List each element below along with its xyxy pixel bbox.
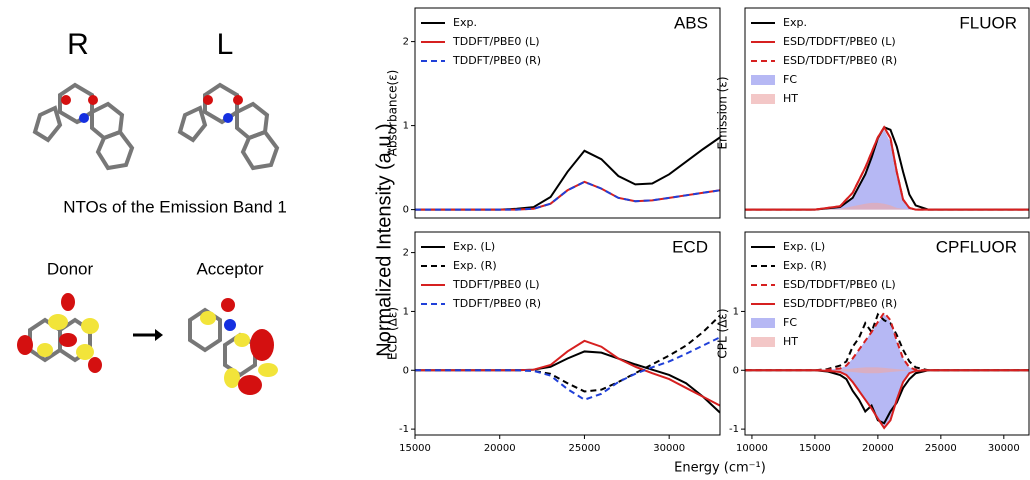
y-tick-label: 1 [403,121,409,132]
legend-swatch [751,337,775,347]
y-tick-label: 2 [403,37,409,48]
series-line [415,336,720,401]
x-tick-label: 30000 [653,443,685,454]
legend-label: Exp. [453,16,477,29]
legend-label: Exp. [783,16,807,29]
x-tick-label: 10000 [736,443,768,454]
legend-label: FC [783,73,797,86]
arrow-head [155,329,163,341]
series-line [415,339,720,407]
molecule-label: R [67,28,89,61]
legend-label: ESD/TDDFT/PBE0 (R) [783,54,897,67]
series-line [745,125,1029,211]
plot-area [415,314,720,414]
series-line [745,369,1029,430]
x-tick-label: 25000 [569,443,601,454]
area [745,202,1029,210]
panel-frame [744,7,1030,219]
plot-area [415,136,720,211]
y-tick-label: -1 [729,424,739,435]
series-line [745,310,1029,372]
x-tick-label: 15000 [799,443,831,454]
x-axis-label: Energy (cm⁻¹) [674,461,766,476]
donor-orbital [17,293,102,373]
legend-label: Exp. (R) [783,259,827,272]
area [745,129,1029,210]
legend-label: Exp. (L) [783,240,825,253]
y-tick-label: 1 [403,306,409,317]
acceptor-orbital [188,298,278,395]
y-tick-label: 1 [733,306,739,317]
plot-area [745,310,1029,430]
legend-label: Exp. (R) [453,259,497,272]
panel-title: FLUOR [959,13,1017,32]
donor-label: Donor [47,259,94,278]
panel-title: ABS [674,13,708,32]
acceptor-label: Acceptor [196,259,263,278]
panel-frame [414,231,721,436]
legend-swatch [751,94,775,104]
legend-swatch [751,75,775,85]
series-line [415,314,720,393]
y-tick-label: 2 [403,248,409,259]
molecule-l [177,82,280,171]
y-tick-label: 0 [403,205,409,216]
series-line [415,180,720,211]
legend-swatch [751,318,775,328]
plot-area [745,125,1029,211]
x-tick-label: 20000 [862,443,894,454]
panel-frame [414,7,721,219]
molecule-r [32,82,135,171]
series-line [415,180,720,211]
legend-label: TDDFT/PBE0 (L) [452,278,540,291]
legend-label: HT [783,92,798,105]
panel-frame [744,231,1030,436]
series-line [415,136,720,211]
legend-label: TDDFT/PBE0 (R) [452,54,541,67]
legend-label: Exp. (L) [453,240,495,253]
series-line [745,312,1029,372]
y-axis-label: Absorbance(ε) [386,70,400,157]
y-axis-label: ECD (Δε) [386,307,400,360]
y-axis-label: Emission (ε) [716,76,730,149]
legend-label: ESD/TDDFT/PBE0 (L) [783,278,896,291]
x-tick-label: 25000 [925,443,957,454]
y-axis-label: CPL (Δε) [716,308,730,358]
molecule-label: L [217,28,234,61]
y-tick-label: 0 [403,365,409,376]
panel-title: ECD [672,237,708,256]
y-tick-label: -1 [399,424,409,435]
x-tick-label: 15000 [399,443,431,454]
legend-label: FC [783,316,797,329]
y-axis-label: Normalized Intensity (a.u.) [373,123,395,356]
panel-title: CPFLUOR [936,237,1017,256]
area [745,367,1029,374]
y-tick-label: 0 [733,365,739,376]
legend-label: TDDFT/PBE0 (R) [452,297,541,310]
legend-label: ESD/TDDFT/PBE0 (R) [783,297,897,310]
legend-label: TDDFT/PBE0 (L) [452,35,540,48]
legend-label: ESD/TDDFT/PBE0 (L) [783,35,896,48]
x-tick-label: 20000 [484,443,516,454]
nto-title: NTOs of the Emission Band 1 [63,197,287,216]
legend-label: HT [783,335,798,348]
x-tick-label: 30000 [988,443,1020,454]
